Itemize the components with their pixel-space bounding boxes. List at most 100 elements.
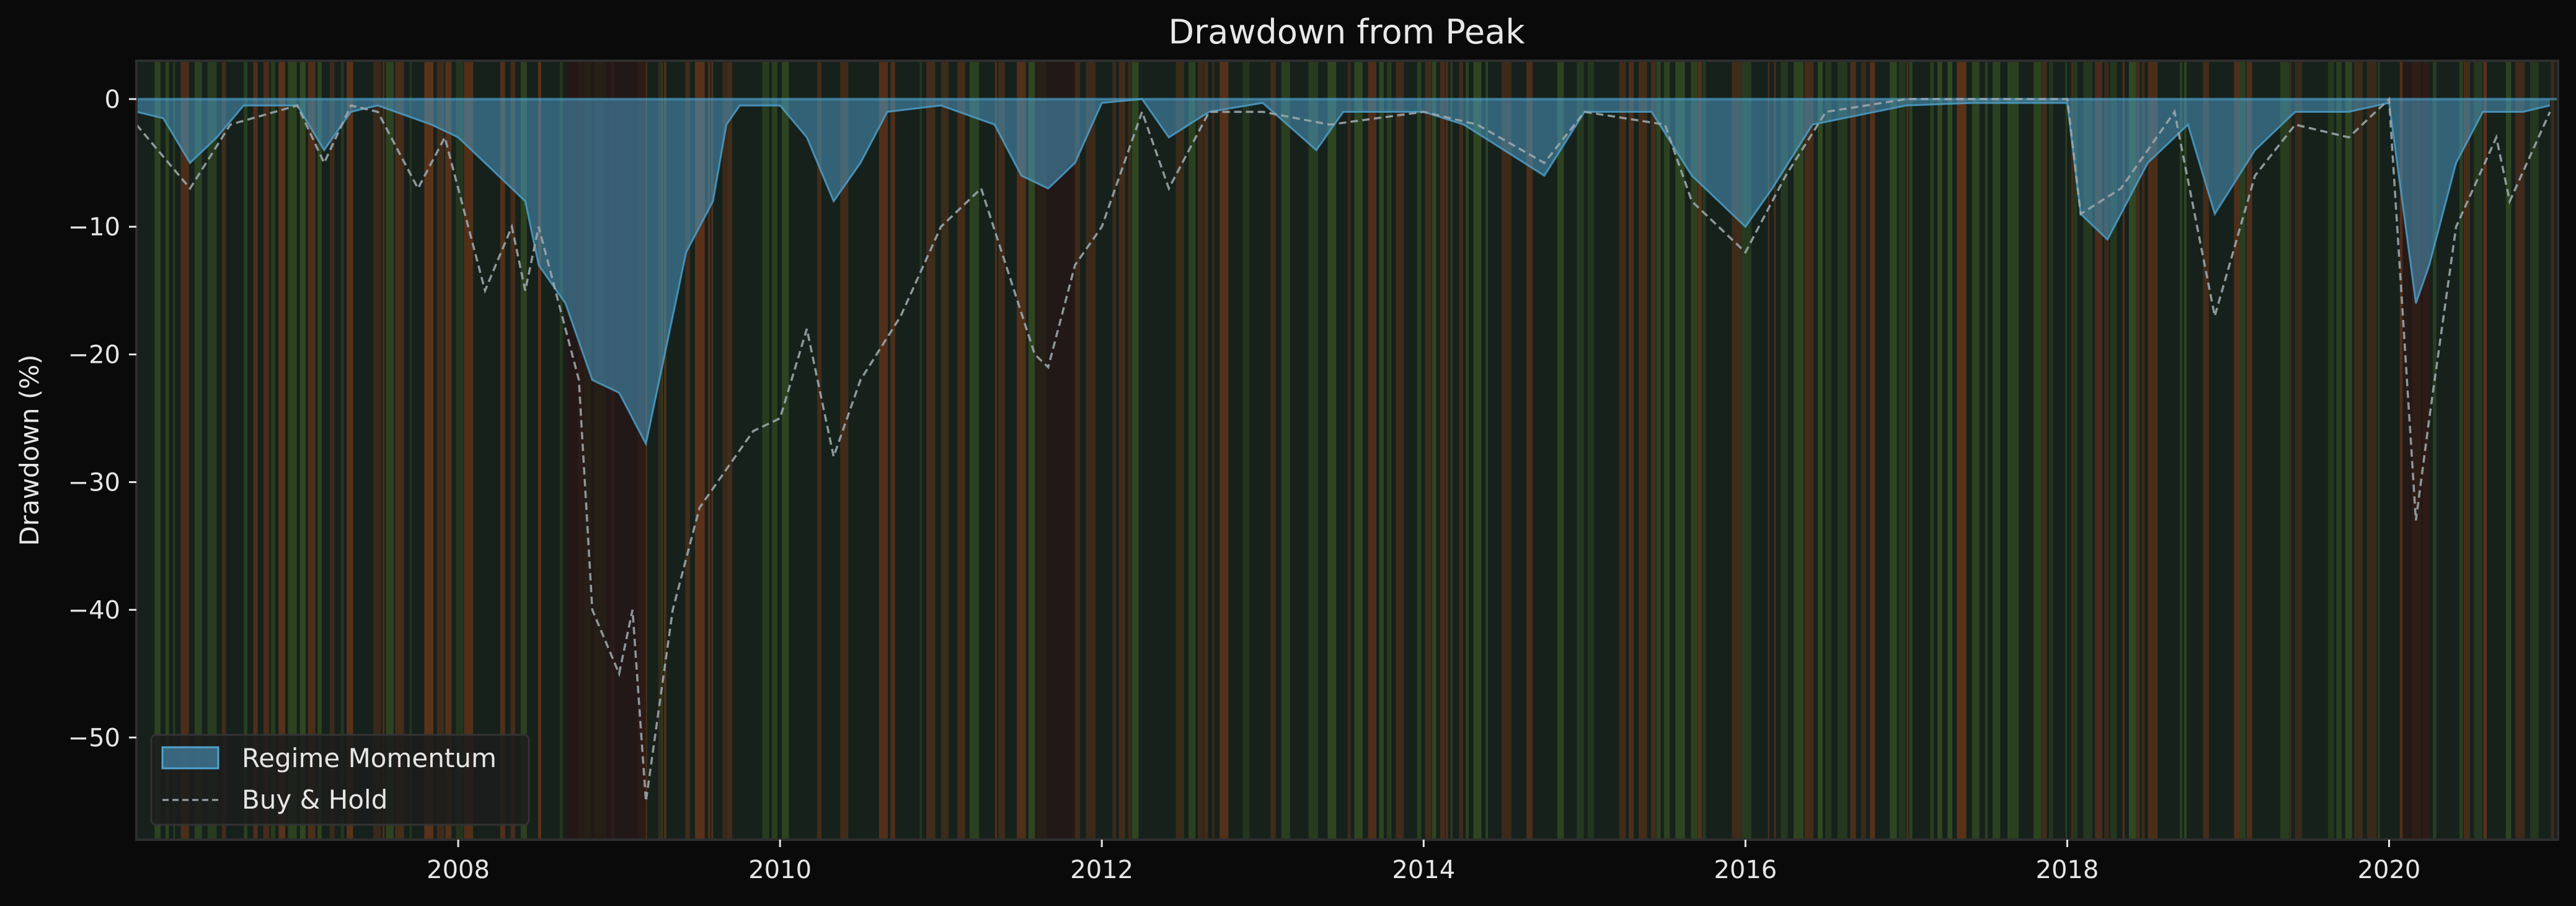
regime-band [2399,61,2404,840]
regime-band [1112,61,1117,840]
regime-band [2203,61,2209,840]
regime-band [436,61,445,840]
regime-band [711,61,714,840]
regime-band [919,61,923,840]
regime-band [1198,61,1203,840]
regime-band [1501,61,1512,840]
regime-band [1425,61,1432,840]
regime-band [2289,61,2291,840]
regime-band [445,61,452,840]
regime-band [1557,61,1564,840]
legend-box [150,734,530,826]
regime-band [707,61,710,840]
regime-band [658,61,661,840]
regime-band [2345,61,2352,840]
regime-band [1804,61,1814,840]
y-tick-label: −30 [68,468,120,497]
regime-band [2007,61,2009,840]
regime-band [1017,61,1026,840]
regime-band [879,61,888,840]
series-layer [136,96,2558,802]
regime-band [1825,61,1832,840]
regime-band [722,61,728,840]
regime-band [1577,61,1584,840]
regime-momentum-area [136,99,2551,444]
regime-band [2336,61,2342,840]
regime-band [166,61,169,840]
regime-band [2049,61,2053,840]
regime-band [771,61,777,840]
regime-band [373,61,381,840]
regime-band [2034,61,2042,840]
y-tick-label: 0 [105,86,120,114]
regime-band [194,61,202,840]
regime-band [1354,61,1363,840]
regime-band [2295,61,2303,840]
regime-band [1466,61,1469,840]
regime-band [1702,61,1706,840]
regime-band [2104,61,2109,840]
regime-band [253,61,258,840]
regime-band [409,61,412,840]
regime-band [1188,61,1196,840]
regime-band [1459,61,1463,840]
regime-band [2071,61,2074,840]
regime-band [1794,61,1804,840]
y-tick-label: −10 [68,213,120,242]
regime-band [464,61,474,840]
regime-band [1837,61,1848,840]
regime-band [994,61,998,840]
regime-band [1985,61,1988,840]
regime-band [2459,61,2463,840]
regime-band [1937,61,1942,840]
x-tick-label: 2010 [748,856,812,884]
regime-band [1347,61,1351,840]
regime-band [1281,61,1290,840]
regime-band [782,61,789,840]
regime-band [288,61,297,840]
regime-band [386,61,394,840]
regime-band [2433,61,2437,840]
regime-band [1870,61,1875,840]
regime-band [456,61,464,840]
regime-band [1128,61,1131,840]
regime-band [1957,61,1967,840]
regime-band [1774,61,1776,840]
regime-band [1308,61,1319,840]
regime-band [270,61,276,840]
regime-band [329,61,335,840]
regime-band [2483,61,2487,840]
x-tick-label: 2014 [1392,856,1455,884]
regime-band [890,61,895,840]
regime-band [1387,61,1392,840]
x-axis: 2008 2010 2012 2014 2016 2018 2020 [427,840,2420,884]
regime-band [1890,61,1897,840]
y-axis-label: Drawdown (%) [14,354,45,546]
regime-band [2515,61,2525,840]
regime-band [2110,61,2117,840]
regime-band [1131,61,1139,840]
regime-band [2234,61,2240,840]
regime-band [340,61,344,840]
regime-band [244,61,248,840]
legend-label-regime-momentum: Regime Momentum [242,743,497,773]
regime-band [2506,61,2512,840]
y-tick-label: −50 [68,724,120,752]
regime-band [1629,61,1634,840]
buy-hold-line [136,96,2551,802]
regime-band [1526,61,1533,840]
x-tick-label: 2008 [427,856,490,884]
regime-band [263,61,270,840]
regime-band [510,61,516,840]
regime-band [2239,61,2246,840]
regime-band [1909,61,1913,840]
regime-band [1861,61,1866,840]
regime-band [2136,61,2140,840]
regime-band [1212,61,1215,840]
regime-band [1368,61,1376,840]
regime-band [1028,61,1037,840]
regime-band [2354,61,2363,840]
regime-band [395,61,404,840]
regime-band [173,61,175,840]
regime-band [308,61,316,840]
